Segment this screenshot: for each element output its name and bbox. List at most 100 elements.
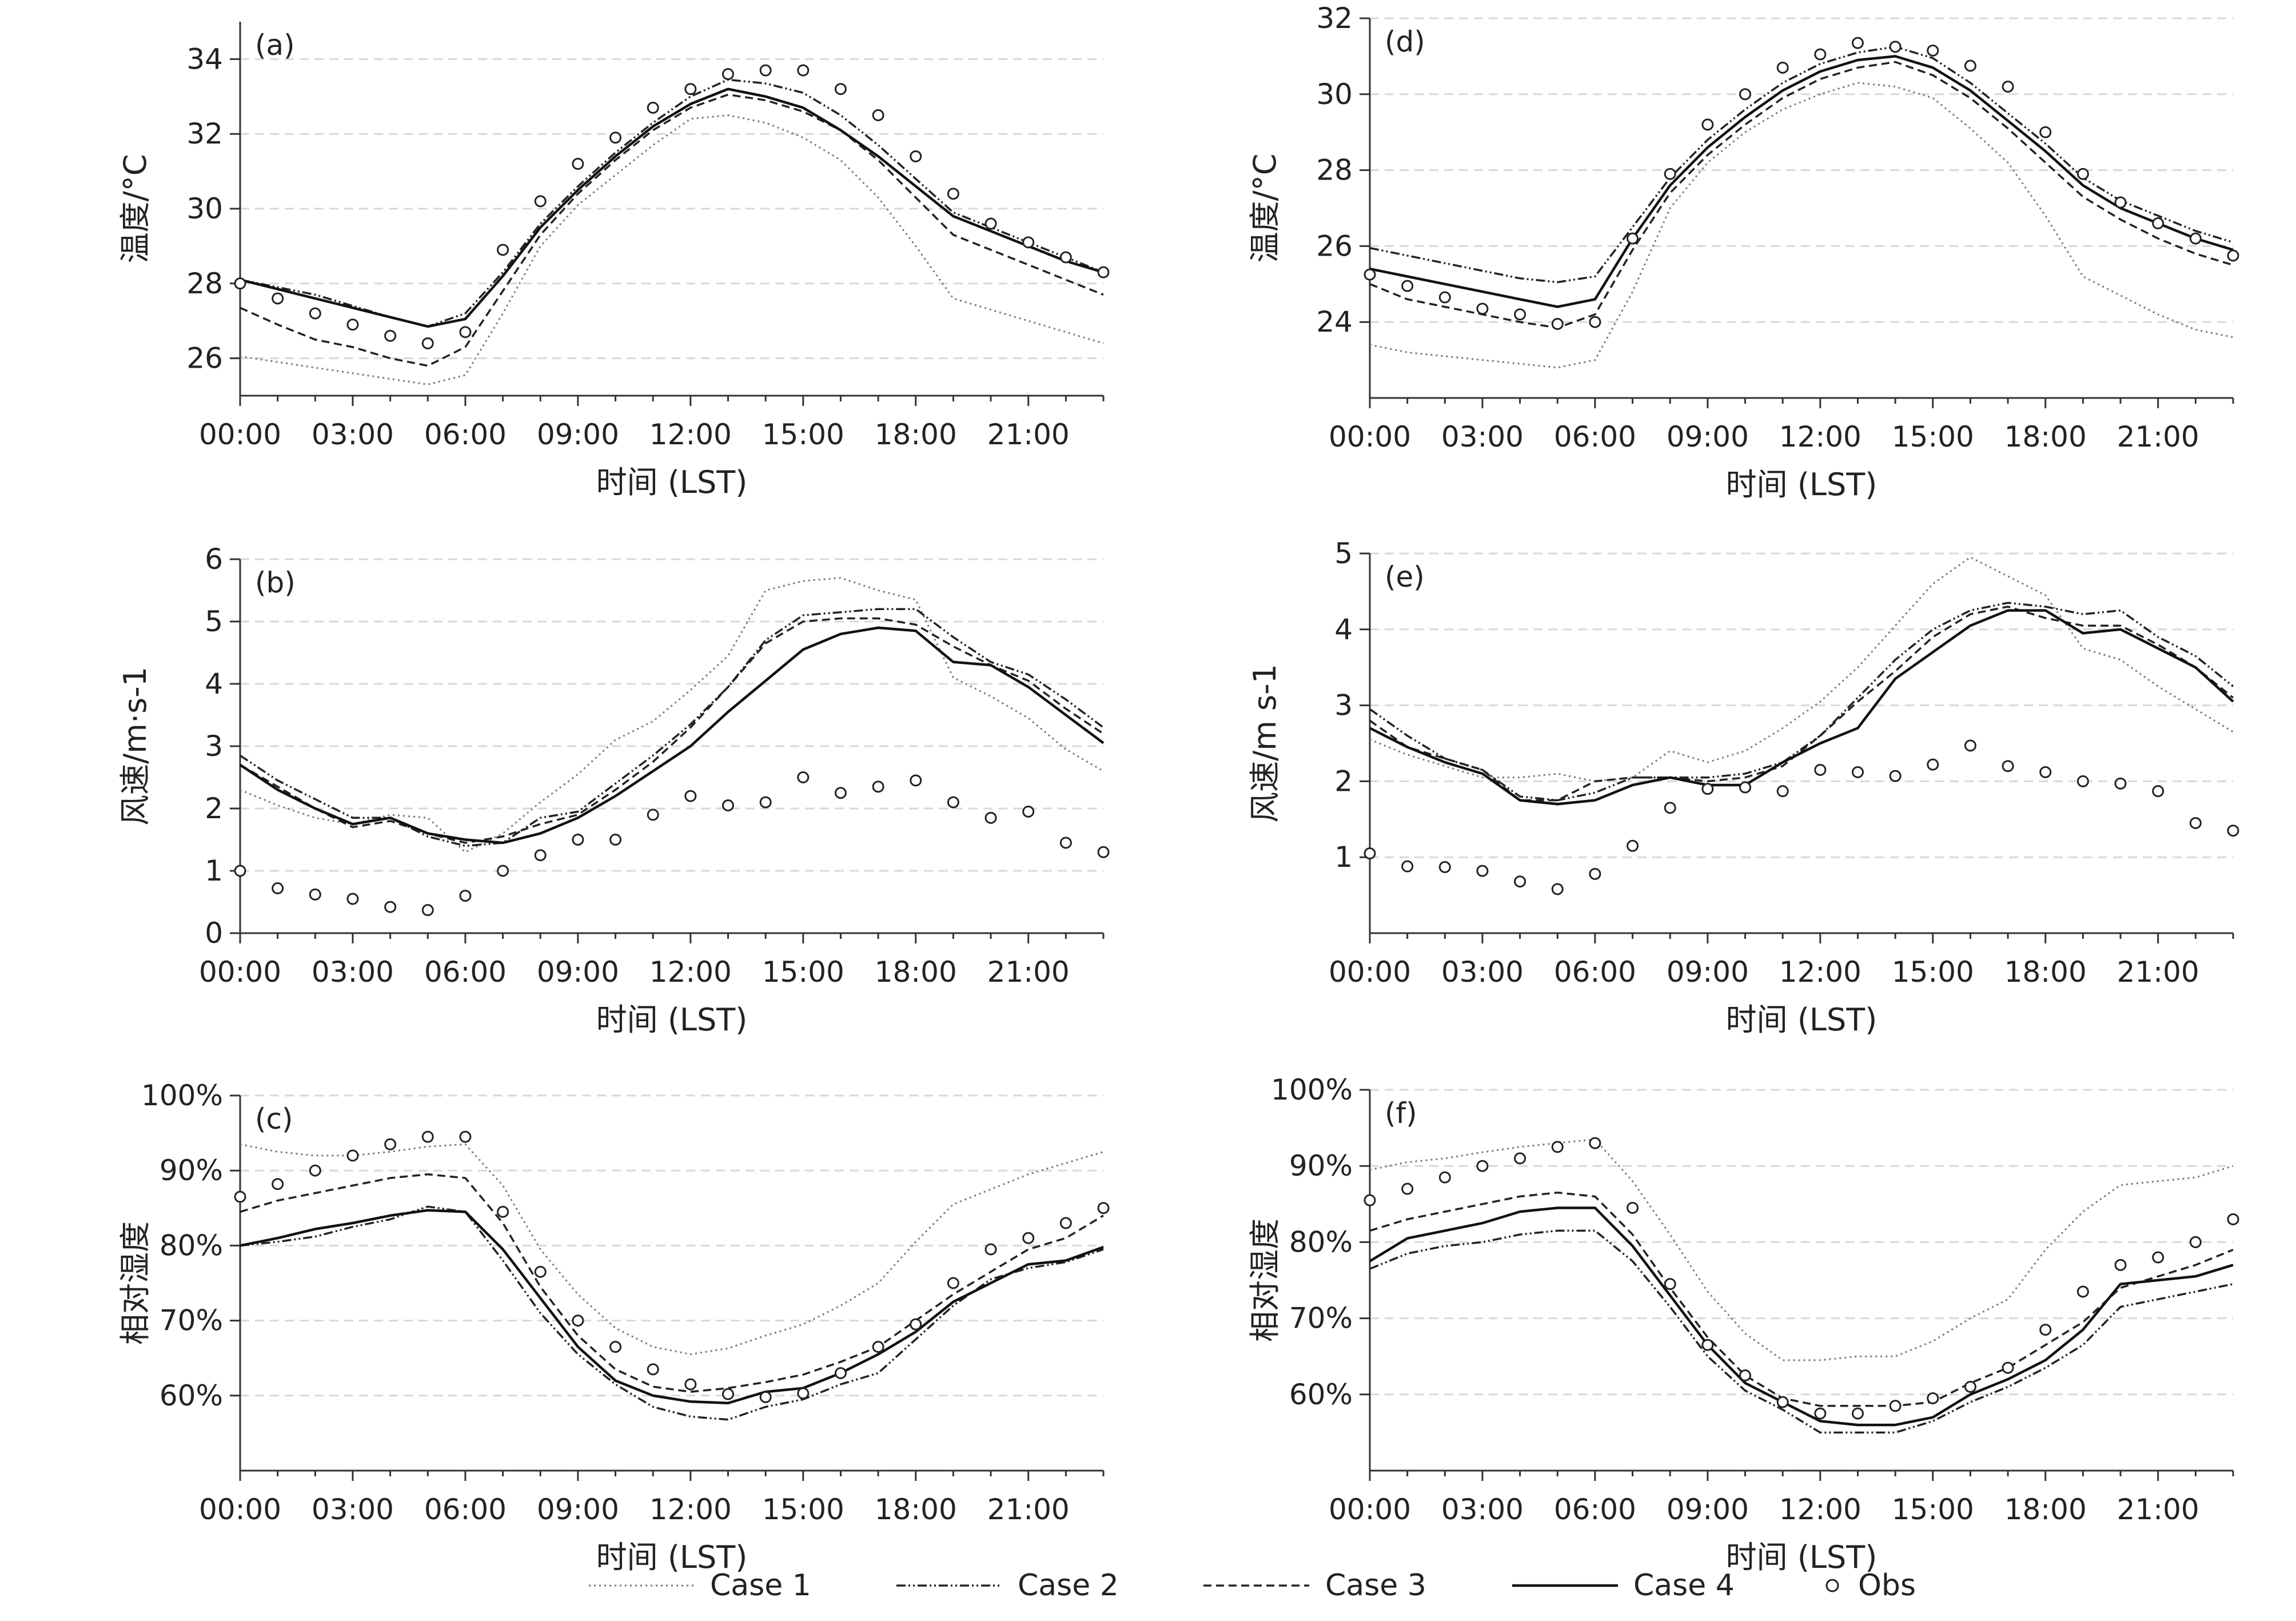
y-tick-label: 2: [205, 792, 223, 825]
obs-point: [1964, 59, 1976, 72]
obs-point: [1664, 802, 1676, 814]
obs-point: [759, 64, 772, 77]
x-tick-label: 21:00: [987, 418, 1070, 451]
obs-point: [1401, 1182, 1414, 1195]
x-tick-label: 03:00: [312, 418, 394, 451]
obs-point: [872, 780, 884, 793]
y-tick-label: 70%: [1289, 1302, 1353, 1335]
series-line-case3: [240, 617, 1104, 844]
obs-point: [1627, 839, 1639, 852]
obs-point: [1927, 1392, 1939, 1404]
series-line-case2: [240, 1205, 1104, 1421]
panel-f: 60% 70% 80% 90% 100% 00:00 03:00 06:00 09:00 12:0…: [1247, 1073, 2239, 1575]
obs-point: [572, 834, 584, 846]
panel-a: 26 28 30 32 34 00:00 03:00 06:00 09:00 12:00 15:00…: [117, 22, 1110, 500]
obs-point: [1851, 766, 1864, 778]
obs-point: [984, 811, 997, 824]
legend-item-case2: Case 2: [896, 1568, 1119, 1603]
obs-point: [1401, 280, 1414, 292]
x-tick-label: 00:00: [1329, 955, 1411, 989]
obs-point: [1889, 41, 1902, 53]
y-axis-title: 风速/m s-1: [1247, 664, 1283, 823]
x-tick-label: 03:00: [1441, 420, 1524, 453]
x-tick-label: 15:00: [762, 418, 844, 451]
obs-point: [1776, 785, 1789, 798]
obs-point: [1476, 1160, 1489, 1172]
obs-point: [346, 318, 359, 331]
legend-label: Obs: [1858, 1568, 1916, 1603]
obs-point: [309, 888, 321, 901]
series-line-case3: [1369, 1192, 2234, 1407]
obs-point: [534, 849, 547, 862]
x-tick-label: 03:00: [312, 1493, 394, 1526]
obs-point: [834, 83, 847, 95]
obs-point: [421, 1130, 434, 1143]
obs-point: [1022, 805, 1035, 818]
series-line-case4: [240, 87, 1104, 328]
obs-point: [2189, 1236, 2202, 1248]
obs-point: [722, 799, 734, 812]
legend-label: Case 4: [1633, 1568, 1735, 1603]
obs-point: [1814, 48, 1827, 61]
obs-point: [346, 893, 359, 905]
obs-point: [1701, 1339, 1714, 1351]
y-axis-title: 相对湿度: [1247, 1218, 1283, 1342]
obs-point: [759, 1391, 772, 1403]
panel-label: (c): [255, 1102, 293, 1136]
obs-point: [834, 787, 847, 799]
x-tick-label: 15:00: [1892, 420, 1974, 453]
obs-point: [609, 1341, 622, 1353]
x-tick-label: 09:00: [1667, 420, 1749, 453]
x-tick-label: 03:00: [1441, 955, 1524, 989]
legend-label: Case 2: [1018, 1568, 1119, 1603]
obs-point: [1438, 1171, 1451, 1184]
obs-point: [1814, 1407, 1827, 1420]
obs-point: [234, 277, 246, 290]
obs-point: [759, 796, 772, 808]
x-tick-label: 00:00: [1329, 1493, 1411, 1526]
obs-point: [384, 1138, 397, 1150]
y-tick-label: 28: [186, 267, 223, 300]
obs-point: [1739, 1369, 1752, 1381]
legend: Case 1 Case 2 Case 3 Case 4 Obs: [589, 1568, 1916, 1603]
series-line-case1: [1369, 82, 2234, 369]
obs-point: [497, 244, 509, 256]
obs-point: [346, 1149, 359, 1162]
legend-item-case3: Case 3: [1203, 1568, 1426, 1603]
series-line-case1: [240, 577, 1104, 853]
series-line-case3: [240, 1173, 1104, 1393]
x-tick-label: 15:00: [762, 955, 844, 989]
obs-point: [684, 83, 697, 95]
y-tick-label: 1: [1334, 841, 1353, 874]
y-tick-label: 60%: [1289, 1378, 1353, 1411]
obs-point: [1627, 1201, 1639, 1214]
x-tick-label: 06:00: [424, 418, 507, 451]
obs-point: [947, 188, 959, 200]
series-line-case4: [1369, 1206, 2234, 1427]
panel-label: (b): [255, 566, 296, 599]
series-line-case4: [1369, 55, 2234, 308]
obs-point: [1476, 302, 1489, 315]
obs-point: [910, 150, 922, 162]
obs-point: [1438, 861, 1451, 873]
obs-point: [1701, 783, 1714, 795]
x-tick-label: 00:00: [199, 955, 281, 989]
y-tick-label: 3: [1334, 689, 1353, 722]
x-tick-label: 18:00: [875, 418, 957, 451]
x-tick-label: 06:00: [424, 955, 507, 989]
y-tick-label: 32: [186, 117, 223, 150]
obs-point: [2076, 168, 2089, 180]
series-line-case2: [240, 78, 1104, 328]
obs-point: [1701, 118, 1714, 131]
y-tick-label: 60%: [160, 1379, 223, 1412]
series-line-case3: [240, 93, 1104, 367]
obs-point: [647, 1363, 659, 1376]
obs-point: [2076, 1285, 2089, 1298]
x-tick-label: 21:00: [2117, 955, 2199, 989]
obs-point: [2002, 81, 2014, 93]
obs-point: [384, 329, 397, 342]
x-axis-title: 时间 (LST): [596, 1002, 748, 1038]
obs-point: [1551, 1141, 1564, 1153]
obs-point: [1851, 1407, 1864, 1420]
